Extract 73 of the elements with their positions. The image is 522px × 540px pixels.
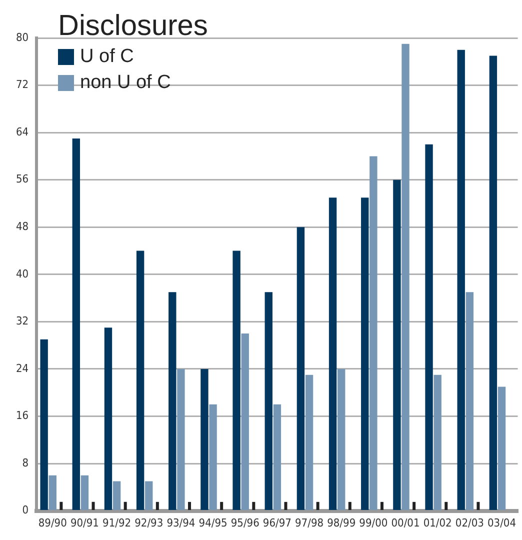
bar (434, 374, 442, 510)
y-tick-label: 16 (16, 409, 29, 422)
bar (40, 339, 48, 510)
bar (393, 180, 401, 510)
bar (177, 368, 185, 510)
y-tick-label: 56 (16, 172, 29, 186)
bar (328, 198, 337, 510)
x-tick-label: 95/96 (230, 516, 260, 530)
y-tick-label: 0 (22, 504, 29, 517)
bar (232, 250, 240, 510)
bar (220, 502, 224, 510)
bar (348, 502, 352, 510)
bar (305, 374, 314, 510)
bar (156, 502, 159, 510)
bar (60, 502, 63, 510)
bar (188, 502, 191, 510)
bar (104, 328, 112, 510)
x-tick-label: 94/95 (198, 516, 228, 530)
bar (92, 502, 95, 510)
y-tick-label: 40 (16, 267, 29, 280)
bar (241, 334, 249, 510)
y-tick-label: 64 (16, 125, 29, 138)
x-tick-label: 90/91 (70, 516, 99, 530)
bar (124, 502, 127, 510)
bar (264, 292, 272, 510)
x-tick-label: 93/94 (166, 516, 196, 530)
bar (412, 502, 416, 510)
bar (168, 292, 176, 510)
x-tick-label: 91/92 (102, 516, 132, 530)
bar (316, 502, 320, 510)
bar (361, 198, 369, 510)
bar (284, 502, 288, 510)
legend-label: U of C (80, 46, 134, 68)
y-tick-label: 72 (16, 78, 29, 92)
bar (466, 292, 474, 510)
bar (112, 481, 121, 510)
bar (145, 481, 153, 510)
bar (273, 404, 282, 510)
bar (380, 502, 384, 510)
bar (296, 227, 305, 510)
x-tick-label: 96/97 (262, 516, 292, 530)
bar (252, 502, 256, 510)
x-tick-label: 92/93 (134, 516, 164, 530)
chart-title: Disclosures (58, 10, 208, 42)
x-tick-label: 03/04 (487, 516, 516, 530)
y-tick-label: 48 (16, 220, 29, 233)
legend-label: non U of C (80, 72, 171, 94)
bar (136, 250, 144, 510)
x-tick-label: 01/02 (423, 516, 452, 530)
bar (476, 502, 480, 510)
y-tick-label: 24 (16, 362, 29, 375)
x-tick-label: 89/90 (38, 516, 67, 530)
bar (444, 502, 448, 510)
bar (72, 138, 80, 510)
bar (200, 368, 208, 510)
bar (489, 56, 498, 510)
bar (48, 475, 56, 510)
bar (209, 404, 217, 510)
bar (425, 144, 433, 510)
y-tick-label: 8 (22, 456, 29, 470)
x-tick-label: 00/01 (391, 516, 420, 530)
x-tick-label: 02/03 (455, 516, 484, 530)
bar (457, 50, 465, 510)
bar (337, 368, 346, 510)
bar (402, 44, 410, 510)
y-tick-label: 32 (16, 314, 29, 328)
x-tick-label: 99/00 (359, 516, 388, 530)
bar (370, 156, 378, 510)
bar (498, 386, 506, 510)
bar (80, 475, 89, 510)
x-tick-label: 98/99 (327, 516, 356, 530)
y-tick-label: 80 (16, 30, 29, 44)
x-tick-label: 97/98 (295, 516, 324, 530)
